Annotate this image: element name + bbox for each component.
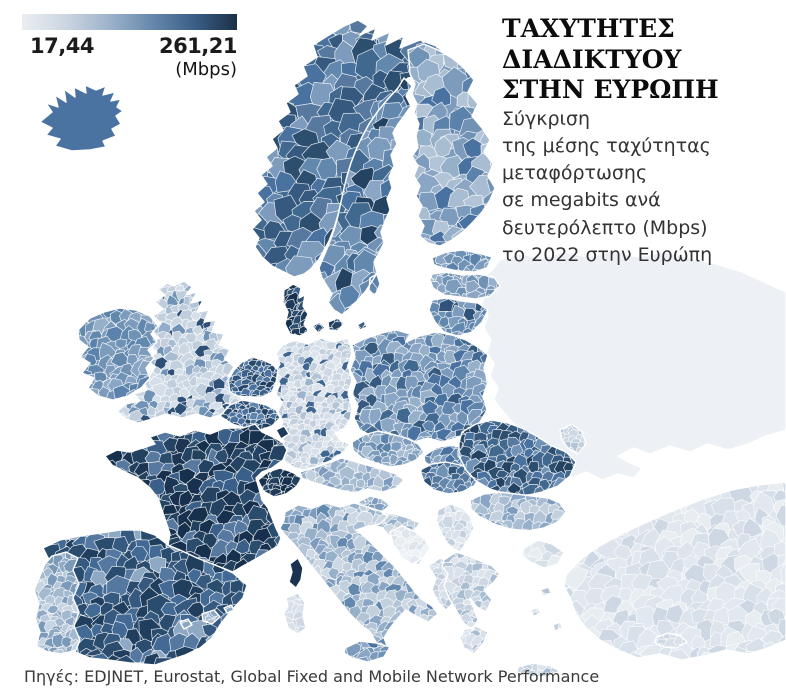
- subtitle-line-5: δευτερόλεπτο (Mbps): [502, 216, 708, 239]
- title-line-3: ΣΤΗΝ ΕΥΡΩΠΗ: [502, 75, 719, 104]
- title-line-1: ΤΑΧΥΤΗΤΕΣ: [502, 14, 675, 43]
- legend-min-value: 17,44: [30, 34, 94, 58]
- legend-gradient-bar: [22, 14, 237, 30]
- region-luxembourg: [275, 425, 290, 440]
- subtitle-line-1: Σύγκριση: [502, 108, 591, 130]
- page-title: ΤΑΧΥΤΗΤΕΣ ΔΙΑΔΙΚΤΥΟΥ ΣΤΗΝ ΕΥΡΩΠΗ: [502, 14, 732, 106]
- legend: 17,44 261,21 (Mbps): [22, 14, 238, 80]
- legend-max-value: 261,21: [158, 34, 238, 58]
- legend-labels: 17,44 261,21: [22, 34, 238, 58]
- legend-unit: (Mbps): [175, 59, 237, 80]
- region-estonia: [431, 249, 493, 273]
- subtitle: Σύγκριση της μέσης ταχύτητας μεταφόρτωση…: [502, 106, 732, 269]
- region-sardinia: [283, 592, 307, 635]
- region-eastern: [479, 250, 786, 481]
- region-turkey: [521, 481, 786, 661]
- subtitle-line-3: μεταφόρτωσης: [502, 162, 648, 185]
- region-corsica: [288, 557, 304, 589]
- subtitle-line-6: το 2022 στην Ευρώπη: [502, 243, 713, 266]
- region-iceland: [39, 84, 124, 152]
- subtitle-line-4: σε megabits ανά: [502, 189, 661, 212]
- source-note: Πηγές: EDJNET, Eurostat, Global Fixed an…: [24, 667, 600, 686]
- title-line-2: ΔΙΑΔΙΚΤΥΟΥ: [502, 44, 682, 74]
- subtitle-line-2: της μέσης ταχύτητας: [502, 135, 711, 158]
